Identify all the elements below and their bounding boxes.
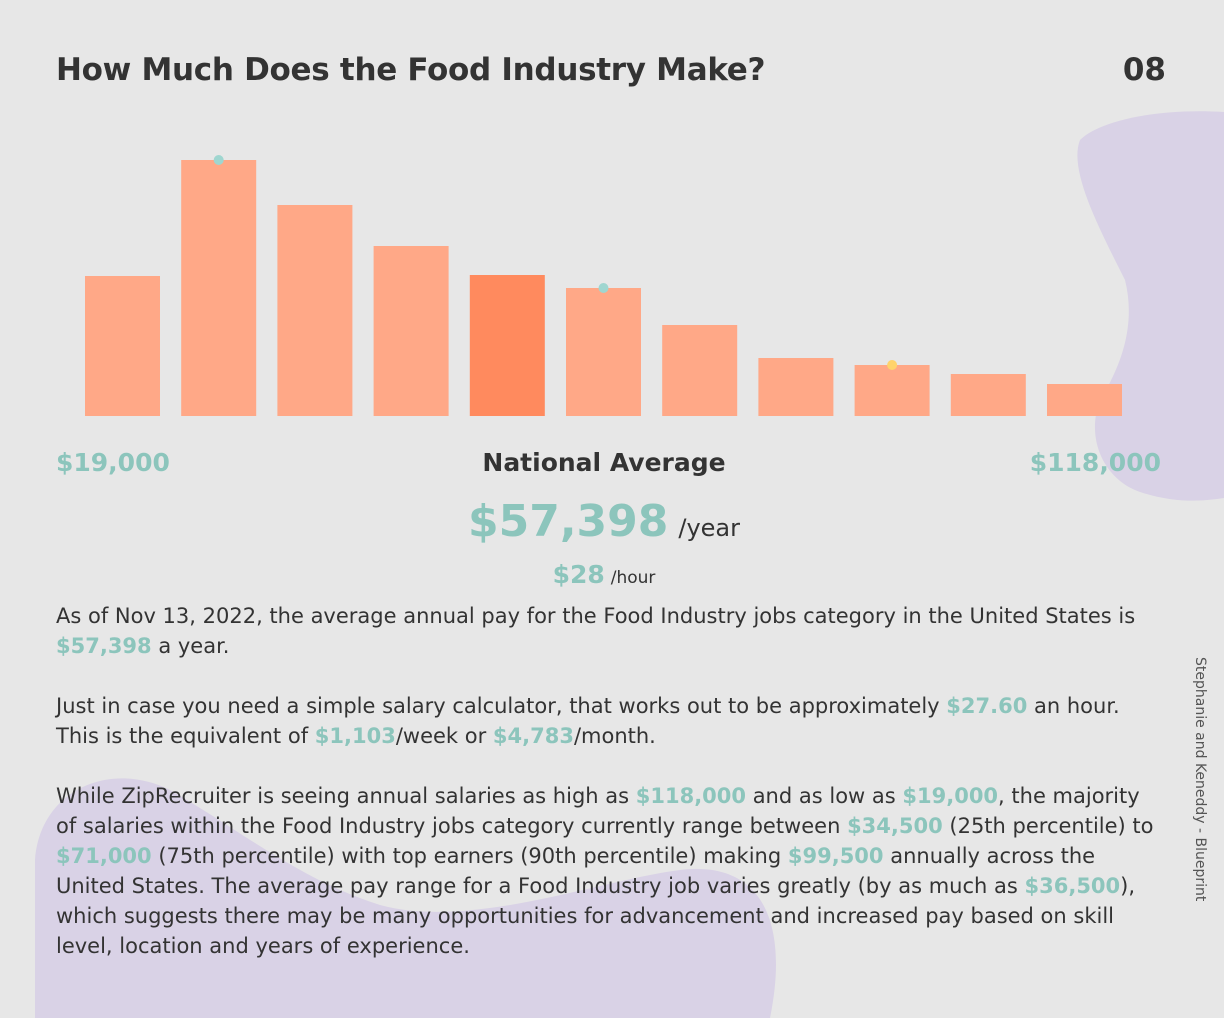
hourly-average: $28/hour [0, 560, 1208, 589]
page-title: How Much Does the Food Industry Make? [56, 52, 766, 88]
bar-6 [566, 288, 641, 416]
bar-1 [85, 276, 160, 416]
paragraph-average-pay: As of Nov 13, 2022, the average annual p… [56, 604, 1136, 658]
annual-average-value: $57,398 [467, 496, 669, 547]
hourly-pay-value: $27.60 [946, 694, 1028, 718]
annual-average-unit: /year [678, 514, 741, 542]
pay-range-value: $36,500 [1024, 874, 1121, 898]
bar-11 [1047, 384, 1122, 416]
chart-min-label: $19,000 [56, 448, 170, 477]
chart-max-label: $118,000 [1029, 448, 1161, 477]
high-salary-value: $118,000 [635, 784, 747, 808]
bar-2 [181, 160, 257, 416]
bar-4 [373, 246, 449, 416]
bar-10 [950, 374, 1026, 416]
description: As of Nov 13, 2022, the average annual p… [56, 601, 1166, 991]
page-number: 08 [1122, 52, 1166, 88]
side-credit: Stephanie and Keneddy - Blueprint [1192, 657, 1208, 902]
national-average-label: National Average [482, 448, 726, 477]
bar-5 [469, 275, 545, 416]
percentile-90-value: $99,500 [787, 844, 884, 868]
paragraph-salary-calculator: Just in case you need a simple salary ca… [56, 694, 1120, 748]
low-salary-value: $19,000 [902, 784, 999, 808]
paragraph-salary-range: While ZipRecruiter is seeing annual sala… [56, 784, 1154, 958]
hourly-average-unit: /hour [610, 568, 656, 588]
salary-distribution-chart [85, 155, 1122, 416]
percentile-75-value: $71,000 [56, 844, 152, 868]
annual-average: $57,398/year [0, 496, 1208, 547]
bar-3 [277, 205, 353, 416]
percentile-25-value: $34,500 [847, 814, 943, 838]
bar-7 [662, 325, 738, 416]
annual-pay-value: $57,398 [56, 634, 152, 658]
marker-dot-9 [887, 360, 898, 370]
hourly-average-value: $28 [552, 560, 605, 589]
decorative-blob-bottom [35, 778, 776, 1018]
bar-9 [854, 365, 930, 416]
monthly-pay-value: $4,783 [492, 724, 574, 748]
marker-dot-6 [598, 283, 609, 293]
marker-dot-2 [213, 155, 224, 165]
bar-8 [758, 358, 834, 416]
weekly-pay-value: $1,103 [314, 724, 396, 748]
